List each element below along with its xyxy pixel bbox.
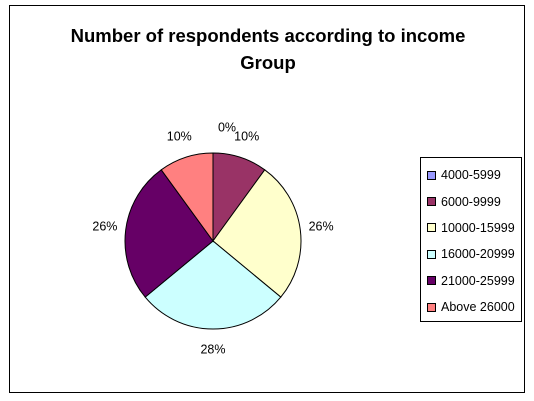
pie-slice-5: [124, 169, 214, 298]
pie-slice-3: [212, 169, 302, 298]
slice-label-6: 10%: [167, 130, 192, 144]
legend-label: 21000-25999: [441, 273, 515, 288]
legend-label: Above 26000: [441, 300, 515, 315]
legend-swatch: [427, 197, 436, 207]
legend-item-3: 10000-15999: [421, 215, 521, 241]
legend-swatch: [427, 170, 436, 180]
legend-label: 10000-15999: [441, 220, 515, 235]
chart-frame: [9, 5, 525, 393]
legend-label: 6000-9999: [441, 194, 501, 209]
chart-title-line-1: Number of respondents according to incom…: [70, 25, 466, 46]
slice-label-1: 0%: [218, 120, 236, 134]
legend-item-5: 21000-25999: [421, 268, 521, 294]
legend-item-2: 6000-9999: [421, 188, 521, 214]
slice-label-4: 28%: [200, 342, 225, 356]
pie-slice-6: [160, 152, 214, 243]
chart-title: Number of respondents according to incom…: [40, 22, 496, 76]
legend-swatch: [427, 223, 436, 233]
legend-item-4: 16000-20999: [421, 241, 521, 267]
legend-swatch: [427, 302, 436, 312]
legend-item-1: 4000-5999: [421, 162, 521, 188]
legend-item-6: Above 26000: [421, 294, 521, 320]
slice-label-3: 26%: [309, 220, 334, 234]
slice-label-2: 10%: [234, 130, 259, 144]
legend-swatch: [427, 249, 436, 259]
legend-label: 16000-20999: [441, 247, 515, 262]
chart-title-line-2: Group: [240, 52, 296, 73]
pie-slice-4: [144, 240, 282, 330]
chart-legend: 4000-5999 6000-9999 10000-15999 16000-20999…: [420, 157, 522, 322]
slice-label-5: 26%: [92, 220, 117, 234]
legend-label: 4000-5999: [441, 168, 501, 183]
legend-swatch: [427, 276, 436, 286]
